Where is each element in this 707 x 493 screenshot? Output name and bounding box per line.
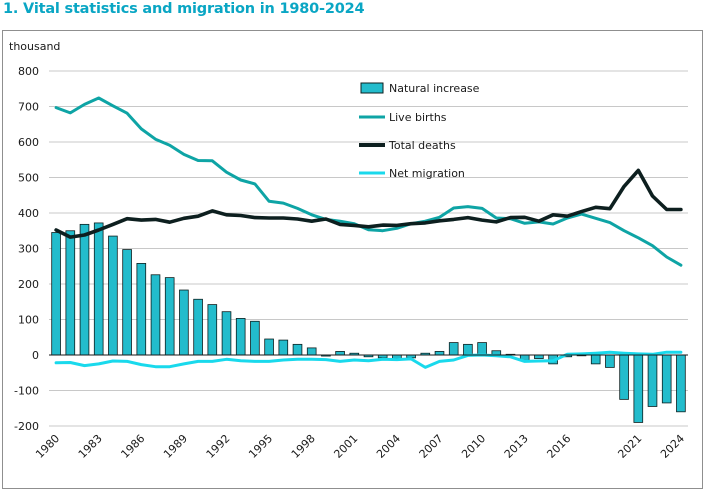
legend-label-natural-increase: Natural increase [389,82,480,95]
bar-natural-increase [264,338,274,356]
y-tick-label: 100 [18,314,39,327]
bar-natural-increase [434,351,445,356]
legend-label-total-deaths: Total deaths [388,139,456,152]
bar-natural-increase [221,311,232,356]
y-tick-label: 200 [18,278,39,291]
line-total-deaths [54,168,683,239]
line-live-births [54,96,683,267]
grid-layer [49,70,688,427]
bar-natural-increase [108,235,118,356]
x-tick-label: 2013 [502,432,531,461]
bar-natural-increase [633,354,644,423]
y-tick-label: 400 [18,207,39,220]
bar-layer [51,222,686,423]
line-layer [54,96,683,369]
legend-label-live-births: Live births [389,111,447,124]
x-tick-label: 1983 [76,432,105,461]
bar-natural-increase [51,232,61,356]
x-tick-label: 2001 [331,432,360,461]
bar-natural-increase [235,318,246,356]
legend: Natural increase Live births Total death… [359,82,480,180]
x-tick-label: 2007 [417,432,446,461]
line-net-migration [54,350,683,369]
bar-natural-increase [661,354,672,404]
x-tick-label: 1992 [204,432,233,461]
bar-natural-increase [534,354,544,359]
y-tick-label: -100 [14,385,39,398]
y-tick-label: 500 [18,172,39,185]
y-tick-label: -200 [14,420,39,433]
x-tick-label: 2010 [459,432,488,461]
bar-natural-increase [207,304,218,356]
bar-natural-increase [150,274,161,356]
x-tick-label: 2004 [374,432,403,461]
x-tick-label: 1998 [289,432,318,461]
x-tick-label: 1980 [33,432,62,461]
chart-title: 1. Vital statistics and migration in 198… [3,1,365,17]
bar-natural-increase [448,342,459,356]
bar-natural-increase [619,354,629,400]
legend-swatch-natural-increase [360,82,384,94]
bar-natural-increase [676,354,686,413]
y-tick-label: 700 [18,101,39,114]
chart-frame [2,30,703,489]
x-tick-label: 1989 [161,432,190,461]
bar-natural-increase [335,351,345,356]
bar-natural-increase [79,223,90,356]
bar-natural-increase [193,298,203,356]
bar-natural-increase [278,339,289,356]
bar-natural-increase [590,354,601,365]
bar-natural-increase [306,347,317,356]
bar-natural-increase [250,320,260,356]
bar-natural-increase [463,343,473,356]
bar-natural-increase [164,277,175,356]
legend-label-net-migration: Net migration [389,167,465,180]
bar-natural-increase [292,343,303,356]
x-tick-label: 2016 [544,432,573,461]
x-tick-label: 2021 [615,432,644,461]
y-tick-label: 600 [18,136,39,149]
bar-natural-increase [65,230,76,356]
y-tick-label: 800 [18,65,39,78]
y-axis-unit-label: thousand [9,40,60,53]
bar-natural-increase [647,354,658,407]
x-tick-label: 1995 [246,432,275,461]
bar-natural-increase [122,249,132,356]
bar-natural-increase [605,354,615,368]
bar-natural-increase [136,263,147,356]
y-tick-label: 300 [18,243,39,256]
x-tick-label: 1986 [118,432,147,461]
x-tick-label: 2024 [658,432,687,461]
bar-natural-increase [477,342,487,356]
bar-natural-increase [93,222,104,356]
y-tick-label: 0 [32,349,39,362]
bar-natural-increase [179,289,189,356]
